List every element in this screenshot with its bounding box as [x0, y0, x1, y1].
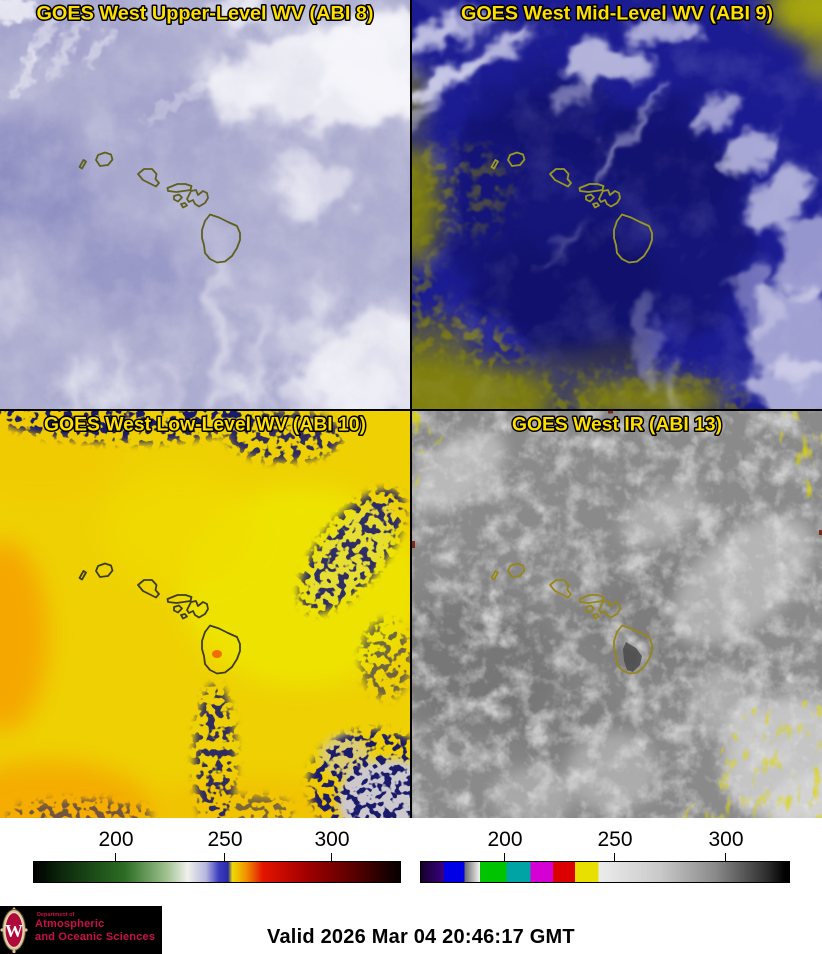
svg-text:W: W [5, 921, 23, 941]
svg-text:GOES West Low-Level WV (ABI 10: GOES West Low-Level WV (ABI 10) [44, 414, 366, 436]
svg-text:GOES West Mid-Level WV (ABI 9): GOES West Mid-Level WV (ABI 9) [461, 3, 773, 25]
svg-text:GOES West Upper-Level WV (ABI: GOES West Upper-Level WV (ABI 8) [37, 3, 374, 25]
svg-text:GOES West IR (ABI 13): GOES West IR (ABI 13) [512, 414, 722, 436]
